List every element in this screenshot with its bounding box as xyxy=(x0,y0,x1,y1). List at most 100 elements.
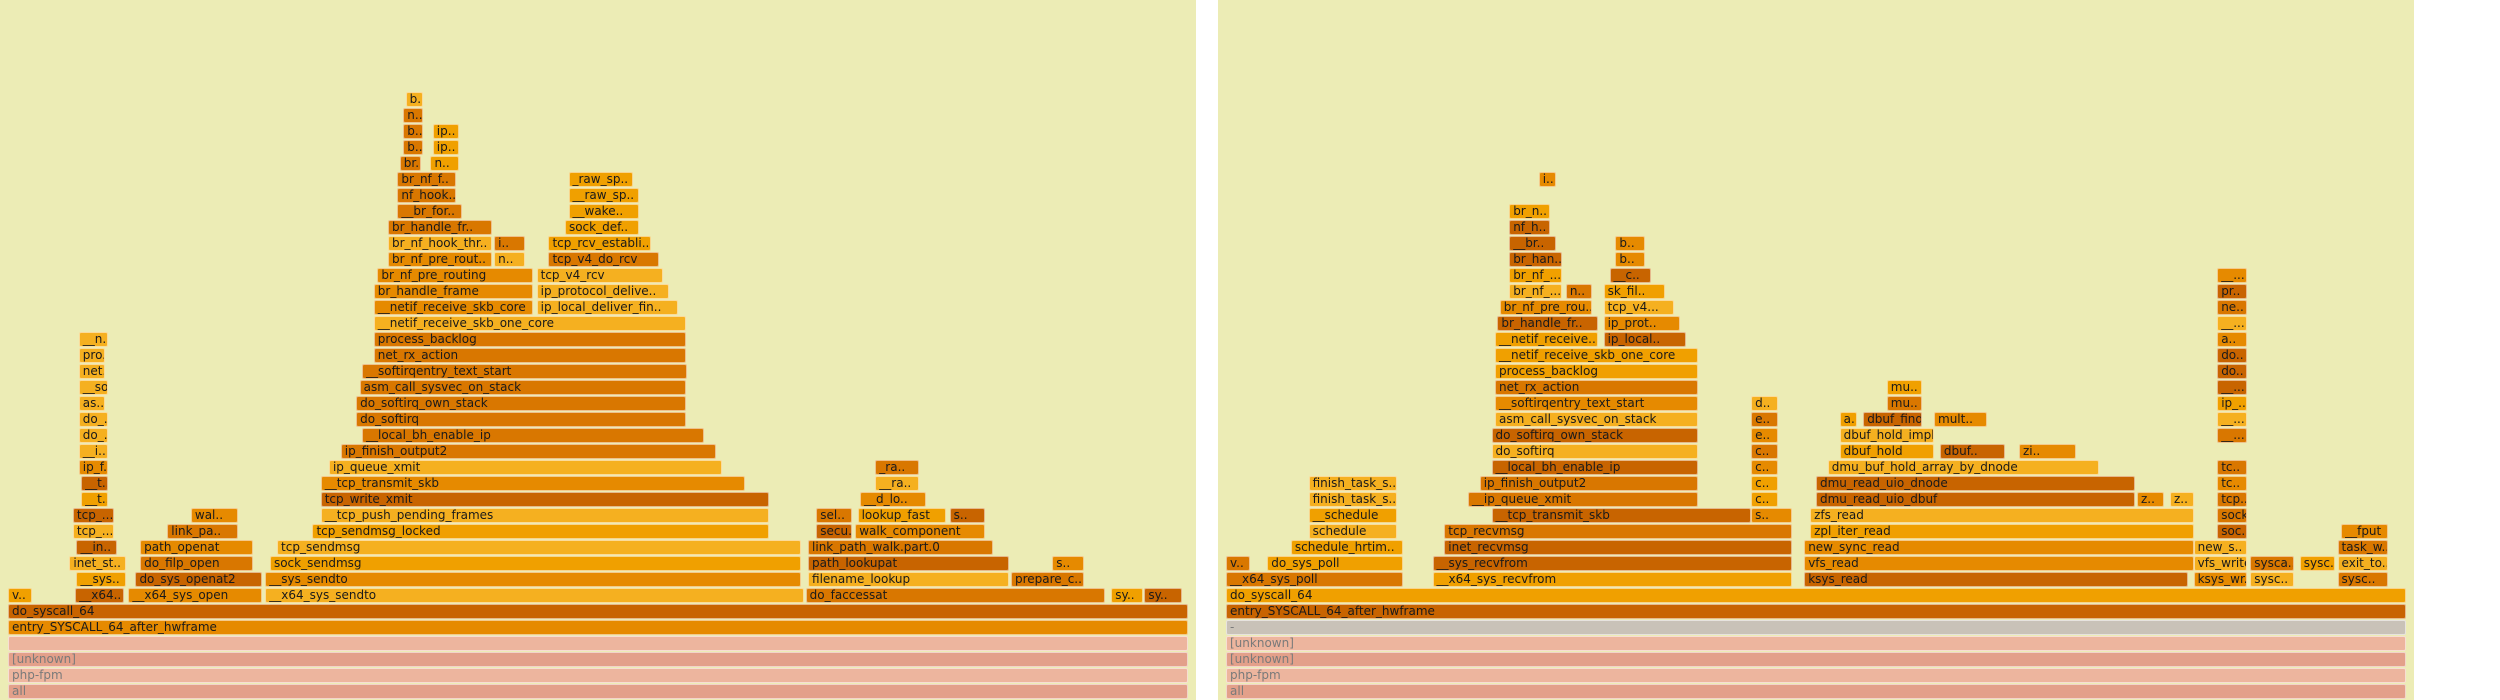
flame-frame[interactable]: ip_f.. xyxy=(78,460,109,475)
flame-frame[interactable]: nf_h.. xyxy=(1509,220,1551,235)
flame-frame[interactable]: ip_finish_output2 xyxy=(340,444,716,459)
flame-frame[interactable]: schedule_hrtim.. xyxy=(1290,540,1403,555)
flame-frame[interactable]: tcp_sendmsg_locked xyxy=(312,524,770,539)
flame-frame[interactable]: link_path_walk.part.0 xyxy=(808,540,994,555)
flame-frame[interactable]: [unknown] xyxy=(1226,636,2406,651)
flame-frame[interactable]: entry_SYSCALL_64_after_hwframe xyxy=(1226,604,2406,619)
flame-frame[interactable]: ksys_read xyxy=(1804,572,2188,587)
flame-frame[interactable]: br_n.. xyxy=(1509,204,1551,219)
flame-frame[interactable]: __tcp_push_pending_frames xyxy=(320,508,770,523)
flame-frame[interactable]: c.. xyxy=(1751,460,1779,475)
flame-frame[interactable]: all xyxy=(1226,684,2406,699)
flame-frame[interactable]: [unknown] xyxy=(8,652,1188,667)
flame-frame[interactable]: br_handle_frame xyxy=(373,284,534,299)
flame-frame[interactable]: link_pa.. xyxy=(167,524,239,539)
flame-frame[interactable]: __local_bh_enable_ip xyxy=(362,428,705,443)
flame-frame[interactable]: php-fpm xyxy=(8,668,1188,683)
flame-frame[interactable]: pro.. xyxy=(78,348,105,363)
flame-frame[interactable]: __softirqentry_text_start xyxy=(362,364,687,379)
flame-frame[interactable]: ksys_wr.. xyxy=(2193,572,2247,587)
flame-frame[interactable]: c.. xyxy=(1751,444,1779,459)
flame-frame[interactable]: c.. xyxy=(1751,476,1779,491)
flame-frame[interactable]: c.. xyxy=(1751,492,1779,507)
flame-frame[interactable]: __... xyxy=(2217,428,2247,443)
flame-frame[interactable]: d.. xyxy=(1751,396,1779,411)
flame-frame[interactable]: ip_queue_xmit xyxy=(328,460,722,475)
flame-frame[interactable]: s.. xyxy=(1751,508,1793,523)
flame-frame[interactable]: __netif_receive.. xyxy=(1495,332,1598,347)
flame-frame[interactable]: tcp.. xyxy=(2217,492,2247,507)
flame-frame[interactable]: mu.. xyxy=(1886,380,1923,395)
flame-frame[interactable]: n.. xyxy=(403,108,424,123)
flame-frame[interactable]: wal.. xyxy=(190,508,239,523)
flame-frame[interactable]: br.. xyxy=(399,156,421,171)
flame-frame[interactable]: z.. xyxy=(2170,492,2194,507)
flame-frame[interactable]: __... xyxy=(2217,316,2247,331)
flame-frame[interactable]: ip_protocol_delive.. xyxy=(536,284,669,299)
flame-frame[interactable]: zfs_read xyxy=(1810,508,2194,523)
flame-frame[interactable] xyxy=(8,636,1188,651)
flame-frame[interactable]: __n.. xyxy=(78,332,109,347)
flame-frame[interactable]: dmu_read_uio_dbuf xyxy=(1816,492,2135,507)
flame-frame[interactable]: __fput xyxy=(2341,524,2389,539)
flame-frame[interactable]: nf_hook.. xyxy=(397,188,457,203)
flame-frame[interactable]: as.. xyxy=(78,396,105,411)
flame-frame[interactable]: e.. xyxy=(1751,412,1779,427)
flame-frame[interactable]: mu.. xyxy=(1886,396,1923,411)
flame-frame[interactable]: b.. xyxy=(1615,252,1645,267)
flame-frame[interactable]: php-fpm xyxy=(1226,668,2406,683)
flame-frame[interactable]: __x64_sys_poll xyxy=(1226,572,1403,587)
flame-frame[interactable]: do_.. xyxy=(78,428,109,443)
flame-frame[interactable]: tcp_recvmsg xyxy=(1444,524,1793,539)
flame-frame[interactable]: b.. xyxy=(403,124,424,139)
flame-frame[interactable]: i.. xyxy=(494,236,525,251)
flame-frame[interactable]: sock.. xyxy=(2217,508,2247,523)
flame-frame[interactable]: b.. xyxy=(403,140,424,155)
flame-frame[interactable]: n.. xyxy=(430,156,459,171)
flame-frame[interactable]: process_backlog xyxy=(373,332,687,347)
flame-frame[interactable]: a.. xyxy=(1839,412,1858,427)
flame-frame[interactable]: tcp_sendmsg xyxy=(277,540,801,555)
flame-frame[interactable]: prepare_c.. xyxy=(1011,572,1085,587)
flame-frame[interactable]: dbuf.. xyxy=(1939,444,2005,459)
flame-frame[interactable]: __raw_sp.. xyxy=(568,188,640,203)
flame-frame[interactable]: br_nf_pre_rout.. xyxy=(387,252,492,267)
flame-frame[interactable]: __local_bh_enable_ip xyxy=(1491,460,1698,475)
flame-frame[interactable]: br_nf_... xyxy=(1509,268,1563,283)
flame-frame[interactable]: __netif_receive_skb_one_core xyxy=(1495,348,1698,363)
flame-frame[interactable]: path_openat xyxy=(140,540,254,555)
flame-frame[interactable]: __softirqentry_text_start xyxy=(1495,396,1698,411)
flame-frame[interactable]: do_softirq_own_stack xyxy=(356,396,687,411)
flame-frame[interactable]: ip.. xyxy=(432,124,459,139)
flame-frame[interactable]: vfs_write xyxy=(2193,556,2247,571)
flame-frame[interactable]: do_faccessat xyxy=(805,588,1106,603)
flame-frame[interactable]: tcp_v4_do_rcv xyxy=(548,252,660,267)
flame-frame[interactable]: __wake.. xyxy=(568,204,640,219)
flame-frame[interactable]: net.. xyxy=(78,364,105,379)
flame-frame[interactable]: __x64_sys_open xyxy=(128,588,262,603)
flame-frame[interactable]: _ra.. xyxy=(875,460,919,475)
flame-frame[interactable]: do_syscall_64 xyxy=(8,604,1188,619)
flame-frame[interactable]: tcp_write_xmit xyxy=(320,492,770,507)
flame-frame[interactable]: exit_to.. xyxy=(2337,556,2389,571)
flame-frame[interactable]: walk_component xyxy=(855,524,986,539)
flame-frame[interactable]: tcp_v4_rcv xyxy=(536,268,663,283)
flame-frame[interactable]: net_rx_action xyxy=(373,348,687,363)
flame-frame[interactable]: inet_recvmsg xyxy=(1444,540,1793,555)
flame-frame[interactable]: lookup_fast xyxy=(857,508,947,523)
flame-frame[interactable]: sel.. xyxy=(816,508,852,523)
flame-frame[interactable]: tc.. xyxy=(2217,476,2247,491)
flame-frame[interactable]: pr.. xyxy=(2217,284,2247,299)
flame-frame[interactable]: __c.. xyxy=(1609,268,1651,283)
flame-frame[interactable]: dbuf_find xyxy=(1863,412,1923,427)
flame-frame[interactable]: br_nf_pre_routing xyxy=(377,268,534,283)
flame-frame[interactable]: do_softirq xyxy=(1491,444,1698,459)
flame-frame[interactable]: zi.. xyxy=(2018,444,2076,459)
flame-frame[interactable]: __netif_receive_skb_core xyxy=(373,300,534,315)
flame-frame[interactable]: mult.. xyxy=(1934,412,1988,427)
flame-frame[interactable]: net_rx_action xyxy=(1495,380,1698,395)
flame-frame[interactable]: __so.. xyxy=(78,380,109,395)
flame-frame[interactable]: - xyxy=(1226,620,2406,635)
flame-frame[interactable]: br_handle_fr.. xyxy=(1497,316,1598,331)
flame-frame[interactable]: zpl_iter_read xyxy=(1810,524,2194,539)
